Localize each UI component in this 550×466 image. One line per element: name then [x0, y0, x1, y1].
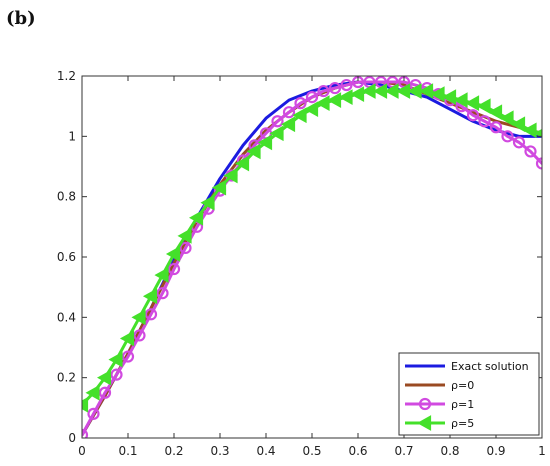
y-tick-label: 0 [68, 431, 76, 445]
triangle-marker-point [476, 98, 491, 115]
circle-marker-point [121, 350, 135, 363]
triangle-marker-point [522, 122, 537, 139]
circle-marker-point [167, 262, 181, 276]
triangle-marker-point [188, 209, 204, 226]
circle-marker-point [82, 428, 89, 438]
legend: Exact solution ρ=0 ρ=1 ρ=5 [398, 352, 540, 436]
triangle-marker-point [292, 107, 307, 124]
circle-marker-point [282, 106, 296, 119]
triangle-marker-point [200, 194, 215, 211]
circle-marker-point [466, 109, 480, 122]
circle-marker-point [179, 241, 192, 255]
triangle-marker-point [108, 351, 123, 368]
circle-marker-point [156, 287, 169, 300]
circle-marker-point [317, 84, 330, 98]
triangle-marker-point [326, 92, 342, 108]
circle-marker-point [340, 78, 353, 92]
triangle-marker-point [280, 116, 296, 133]
y-tick-label: 0.8 [57, 190, 76, 204]
triangle-marker-point [234, 155, 250, 172]
triangle-marker-point [257, 134, 273, 151]
circle-marker-point [87, 407, 100, 420]
circle-marker-point [524, 145, 537, 158]
triangle-marker-point [487, 104, 503, 121]
plot-frame-group: 0 0.1 0.2 0.3 0.4 0.5 0.6 0.7 0.8 0.9 1 0 0.2 0.4 0.6 0… [57, 69, 546, 458]
triangle-marker-point [82, 396, 89, 413]
triangle-marker-point [119, 330, 135, 347]
triangle-marker-point [142, 288, 158, 305]
x-tick-label: 0 [78, 444, 86, 458]
circle-marker-point [305, 91, 319, 104]
triangle-marker-point [315, 95, 330, 111]
x-tick-label: 0.5 [302, 444, 321, 458]
legend-label-0: Exact solution [451, 360, 529, 373]
x-tick-label: 0.6 [348, 444, 367, 458]
y-tick-label: 0.6 [57, 250, 76, 264]
x-tick-label: 0.7 [394, 444, 413, 458]
triangle-marker-point [510, 116, 526, 133]
triangle-marker-point [223, 167, 238, 184]
triangle-marker-point [246, 143, 261, 160]
triangle-marker-point [338, 89, 353, 105]
circle-marker-point [512, 136, 526, 149]
x-tick-label: 0.2 [164, 444, 183, 458]
legend-label-3: ρ=5 [451, 417, 474, 430]
x-tick-label: 0.8 [440, 444, 459, 458]
x-tick-label: 0.9 [486, 444, 505, 458]
triangle-marker-point [418, 83, 434, 99]
plot-frame [81, 75, 543, 439]
legend-label-1: ρ=0 [451, 379, 474, 392]
triangle-marker-point [453, 92, 468, 108]
x-tick-label: 0.4 [256, 444, 275, 458]
circle-marker-point [501, 130, 514, 143]
triangle-marker-point [349, 86, 365, 102]
legend-label-2: ρ=1 [451, 398, 474, 411]
circle-marker-point [535, 157, 542, 170]
x-tick-label: 1 [538, 444, 546, 458]
triangle-marker-point [154, 267, 169, 283]
legend-circle-marker [418, 397, 432, 411]
series-group [82, 76, 542, 438]
triangle-marker-point [441, 89, 457, 105]
y-tick-label: 1.2 [57, 69, 76, 83]
circle-marker-point [98, 386, 112, 399]
circle-marker-point [328, 81, 342, 95]
triangle-marker-point [96, 369, 112, 386]
triangle-marker-point [131, 309, 146, 326]
triangle-marker-point [499, 110, 514, 127]
triangle-marker-point [211, 179, 227, 196]
triangle-marker-point [85, 384, 100, 401]
triangle-marker-point [430, 86, 445, 102]
y-tick-label: 0.2 [57, 371, 76, 385]
triangle-marker-point [464, 95, 480, 111]
panel-label: (b) [6, 8, 36, 29]
triangle-marker-point [177, 228, 192, 244]
circle-marker-point [110, 368, 123, 381]
circle-marker-point [489, 121, 503, 134]
triangle-marker-point [165, 246, 181, 262]
y-tick-label: 0.4 [57, 310, 76, 324]
circle-marker-point [133, 329, 146, 342]
triangle-marker-point [269, 125, 284, 142]
circle-marker-point [294, 97, 307, 110]
x-tick-label: 0.1 [118, 444, 137, 458]
legend-triangle-marker [416, 415, 432, 431]
y-tick-label: 1 [68, 129, 76, 143]
x-tick-label: 0.3 [210, 444, 229, 458]
circle-marker-point [144, 308, 158, 321]
circle-marker-point [478, 115, 491, 128]
circle-marker-point [271, 115, 284, 128]
triangle-marker-point [303, 101, 319, 118]
